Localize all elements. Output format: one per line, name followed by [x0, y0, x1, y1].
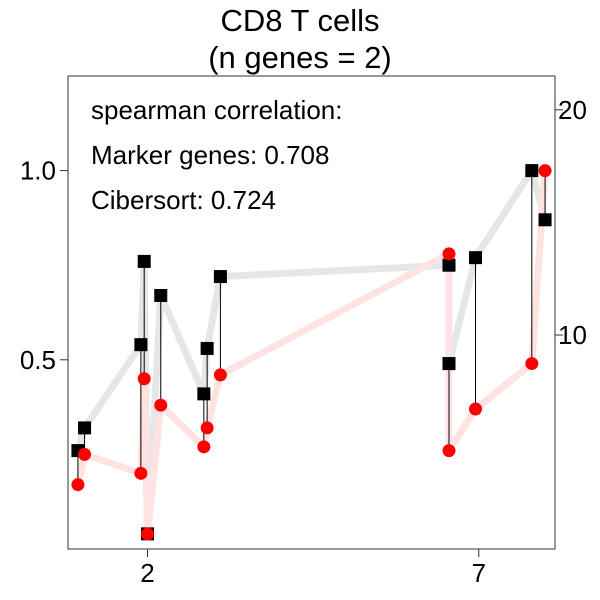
black-series-point: [197, 387, 211, 401]
red-series-point: [200, 421, 214, 435]
red-series-point: [134, 466, 148, 480]
x-axis-tick-label: 2: [140, 558, 154, 588]
left-y-axis-tick-label: 0.5: [20, 345, 56, 375]
black-series-point: [538, 213, 552, 227]
annotation-heading: spearman correlation:: [91, 95, 342, 125]
black-series-point: [525, 164, 539, 178]
red-series-trend-line: [74, 167, 549, 538]
trend-lines: [74, 167, 549, 538]
red-series-point: [468, 402, 482, 416]
chart-subtitle: (n genes = 2): [208, 40, 392, 75]
annotation-cibersort: Cibersort: 0.724: [91, 185, 276, 215]
red-series-point: [154, 398, 168, 412]
red-series-point: [78, 447, 92, 461]
red-series-point: [442, 247, 456, 261]
black-series-point: [137, 254, 151, 268]
black-series-point: [213, 270, 227, 284]
annotation-marker-genes: Marker genes: 0.708: [91, 140, 329, 170]
right-y-axis-tick-label: 20: [558, 95, 587, 125]
correlation-annotation: spearman correlation: Marker genes: 0.708…: [91, 95, 342, 215]
red-series-point: [71, 478, 85, 492]
black-series-point: [468, 251, 482, 265]
red-series-point: [197, 440, 211, 454]
pair-connectors: [77, 170, 546, 485]
black-series-point: [78, 421, 92, 435]
axes: 2 7 0.5 1.0 10 20: [20, 95, 587, 588]
left-y-axis-tick-label: 1.0: [20, 156, 56, 186]
red-series-point: [525, 357, 539, 371]
black-series-point: [134, 338, 148, 352]
plot-frame: [67, 75, 556, 550]
chart-title-block: CD8 T cells (n genes = 2): [0, 2, 600, 76]
chart-title: CD8 T cells: [220, 3, 380, 38]
black-series-point: [154, 288, 168, 302]
black-series-point: [442, 258, 456, 272]
black-series-trend-line: [74, 167, 549, 538]
black-series-point: [200, 341, 214, 355]
red-series-point: [137, 372, 151, 386]
black-series-point: [442, 357, 456, 371]
right-y-axis-tick-label: 10: [558, 320, 587, 350]
data-points: [71, 164, 552, 541]
red-series-point: [213, 368, 227, 382]
red-series-point: [538, 164, 552, 178]
red-series-point: [442, 444, 456, 458]
red-series-point: [141, 527, 155, 541]
x-axis-tick-label: 7: [472, 558, 486, 588]
